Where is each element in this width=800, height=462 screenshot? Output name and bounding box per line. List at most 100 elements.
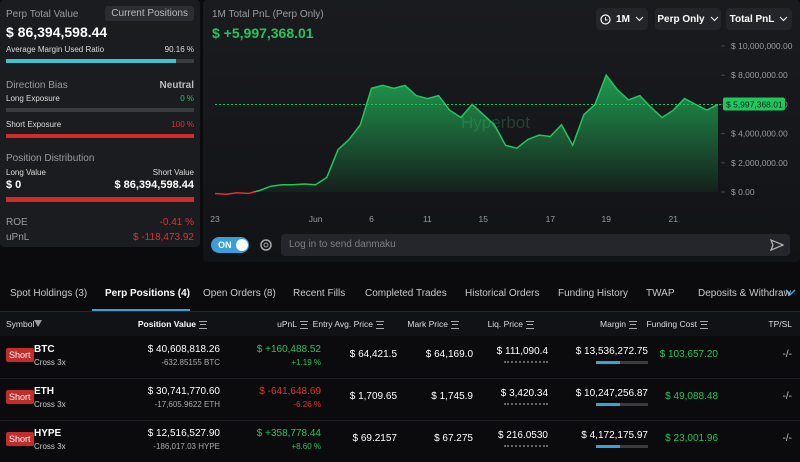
tpsl: -/- bbox=[782, 349, 792, 360]
tab[interactable]: Open Orders (8) bbox=[203, 288, 276, 299]
danmaku-toggle[interactable]: ON bbox=[211, 237, 249, 253]
table-row: Short HYPE Cross 3x $ 12,516,527.90 -186,017… bbox=[0, 420, 800, 462]
liq: $ 3,420.34 bbox=[500, 388, 548, 399]
margin-label: Average Margin Used Ratio bbox=[6, 45, 105, 54]
sort-icon[interactable] bbox=[700, 321, 708, 329]
margin: $ 4,172,175.97 bbox=[581, 430, 648, 441]
side-badge: Short bbox=[6, 432, 34, 446]
y-tick-label: $ 10,000,000.00 bbox=[731, 41, 793, 51]
funding: $ 23,001.96 bbox=[665, 433, 718, 444]
liq: $ 111,090.4 bbox=[496, 346, 548, 357]
metric-button[interactable]: Total PnL bbox=[726, 8, 792, 30]
distribution-bar bbox=[6, 197, 194, 202]
sort-icon-mid bbox=[630, 324, 636, 325]
period-text: 1M bbox=[616, 13, 630, 25]
sort-icon[interactable] bbox=[629, 321, 637, 329]
long-label: Long Exposure bbox=[6, 94, 60, 103]
margin-usage-bar bbox=[596, 361, 620, 364]
table-header: Symbol Position Value uPnL Entry Avg. Price… bbox=[0, 312, 800, 336]
position-size: -17,605.9622 ETH bbox=[154, 400, 220, 409]
position-value: $ 40,608,818.26 bbox=[147, 344, 220, 355]
toggle-text: ON bbox=[218, 240, 232, 250]
position-value: $ 30,741,770.60 bbox=[147, 386, 220, 397]
short-label: Short Exposure bbox=[6, 120, 62, 129]
x-tick-label: 11 bbox=[423, 214, 432, 224]
tab[interactable]: Perp Positions (4) bbox=[105, 288, 191, 299]
tpsl: -/- bbox=[782, 391, 792, 402]
sort-icon[interactable] bbox=[526, 321, 534, 329]
sort-icon[interactable] bbox=[300, 321, 308, 329]
sort-icon[interactable] bbox=[451, 321, 459, 329]
sort-icon-mid bbox=[527, 324, 533, 325]
toggle-knob bbox=[236, 239, 248, 251]
metric-text: Total PnL bbox=[729, 13, 775, 25]
sort-icon-mid bbox=[301, 324, 307, 325]
column-header: Funding Cost bbox=[646, 319, 697, 329]
upnl-percent: +8.60 % bbox=[291, 442, 321, 451]
margin-usage-bar bbox=[596, 445, 620, 448]
send-icon[interactable] bbox=[770, 238, 784, 252]
chart-subtitle: $ +5,997,368.01 bbox=[212, 25, 314, 41]
sort-icon-mid bbox=[701, 324, 707, 325]
current-value-badge bbox=[723, 97, 785, 111]
tpsl: -/- bbox=[782, 433, 792, 444]
distribution-label: Position Distribution bbox=[6, 153, 95, 164]
x-tick-label: 19 bbox=[601, 214, 611, 224]
upnl-percent: -6.26 % bbox=[293, 400, 321, 409]
tab[interactable]: Historical Orders bbox=[465, 288, 540, 299]
period-button[interactable]: 1M bbox=[596, 8, 648, 30]
view-badge[interactable]: Current Positions bbox=[105, 6, 194, 21]
funding: $ 103,657.20 bbox=[659, 349, 718, 360]
sort-icon[interactable] bbox=[199, 321, 207, 329]
danmaku-input[interactable]: Log in to send danmaku bbox=[281, 234, 790, 256]
current-value-label: $ 5,997,368.01 bbox=[726, 99, 783, 109]
x-tick-label: 15 bbox=[479, 214, 489, 224]
tab[interactable]: TWAP bbox=[646, 288, 675, 299]
scope-button[interactable]: Perp Only bbox=[655, 8, 721, 30]
roe-label: ROE bbox=[6, 217, 28, 228]
tab[interactable]: Funding History bbox=[558, 288, 629, 299]
column-header: Symbol bbox=[6, 319, 35, 329]
table-body: Short BTC Cross 3x $ 40,608,818.26 -632.8515… bbox=[0, 336, 800, 457]
column-header: Entry Avg. Price bbox=[312, 319, 373, 329]
sort-icon[interactable] bbox=[376, 321, 384, 329]
roe-value: -0.41 % bbox=[159, 217, 194, 228]
margin-usage-bar bbox=[596, 403, 620, 406]
filter-icon[interactable] bbox=[34, 320, 42, 327]
chart-panel: 1M Total PnL (Perp Only) $ +5,997,368.01… bbox=[203, 0, 800, 262]
tab-underline bbox=[92, 309, 190, 311]
chart-title: 1M Total PnL (Perp Only) bbox=[212, 9, 324, 20]
sort-icon-mid bbox=[377, 324, 383, 325]
margin: $ 13,536,272.75 bbox=[575, 346, 648, 357]
summary-panel: Perp Total Value Current Positions $ 86,… bbox=[0, 0, 200, 247]
position-value: $ 12,516,527.90 bbox=[147, 428, 220, 439]
side-badge: Short bbox=[6, 348, 34, 362]
column-header: Margin bbox=[600, 319, 626, 329]
column-header: Position Value bbox=[137, 319, 196, 329]
short-value: 100 % bbox=[171, 120, 194, 129]
tab[interactable]: Deposits & Withdraw bbox=[698, 288, 791, 299]
bias-value: Neutral bbox=[159, 80, 194, 91]
tab[interactable]: Completed Trades bbox=[365, 288, 447, 299]
tab[interactable]: Recent Fills bbox=[293, 288, 346, 299]
tab[interactable]: Spot Holdings (3) bbox=[10, 288, 88, 299]
margin: $ 10,247,256.87 bbox=[575, 388, 648, 399]
margin-usage-track bbox=[596, 445, 648, 448]
tabs-chevron[interactable] bbox=[785, 289, 796, 297]
side-badge: Short bbox=[6, 390, 34, 404]
clock-icon bbox=[600, 13, 611, 25]
entry: $ 64,421.5 bbox=[349, 349, 397, 360]
y-tick-label: $ 4,000,000.00 bbox=[731, 129, 788, 139]
upnl-percent: +1.19 % bbox=[291, 358, 321, 367]
x-tick-label: 17 bbox=[546, 214, 556, 224]
panel-title: Perp Total Value bbox=[6, 9, 79, 20]
short-bar bbox=[6, 134, 194, 138]
margin-track bbox=[6, 59, 194, 63]
chevron bbox=[635, 16, 644, 22]
settings-icon[interactable] bbox=[259, 238, 273, 252]
liq: $ 216.0530 bbox=[497, 430, 548, 441]
long-value: 0 % bbox=[180, 94, 194, 103]
entry: $ 69.2157 bbox=[352, 433, 398, 444]
position-size: -186,017.03 HYPE bbox=[153, 442, 220, 451]
